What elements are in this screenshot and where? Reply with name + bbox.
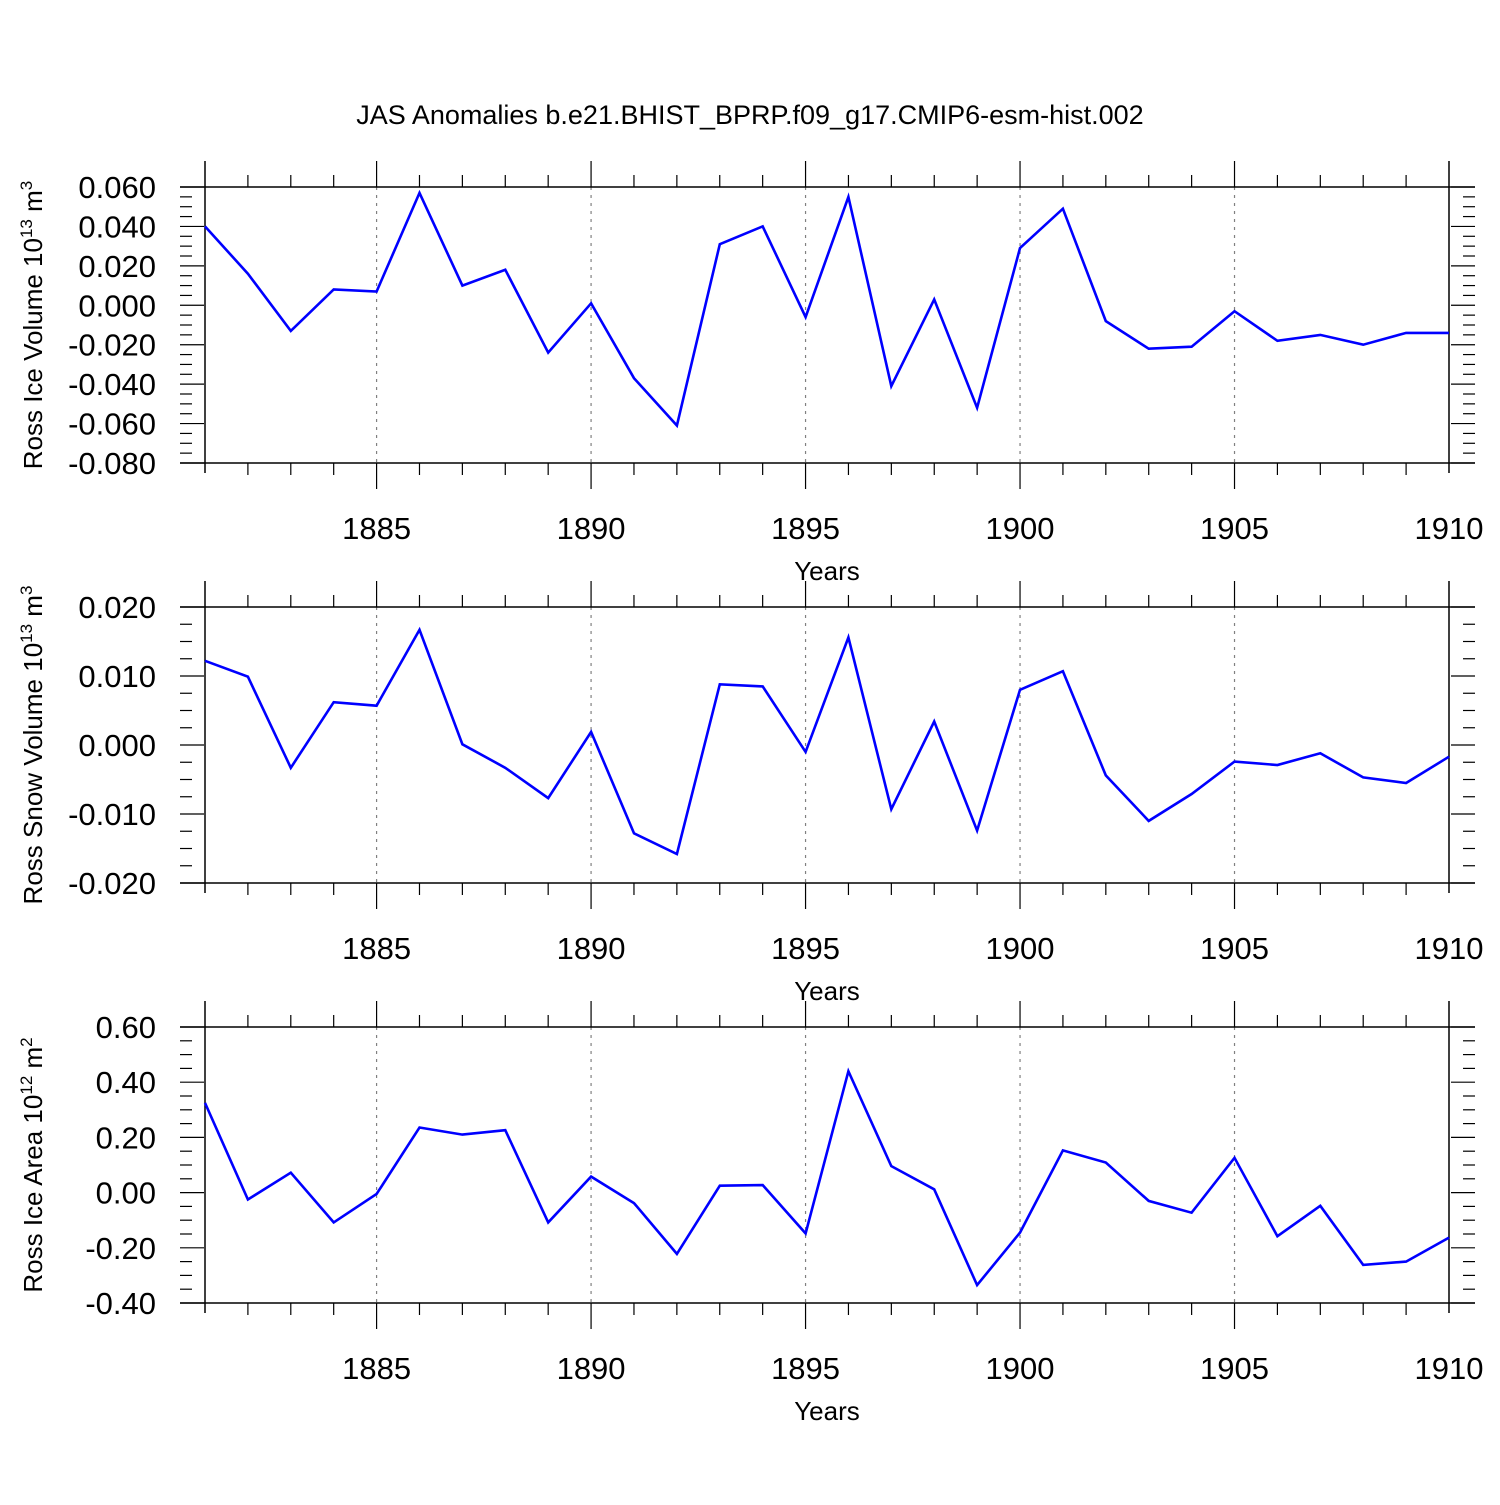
x-axis-title: Years — [794, 556, 860, 586]
y-tick-label: 0.000 — [78, 288, 156, 323]
series-line — [204, 189, 1449, 429]
y-tick-label: 0.60 — [96, 1010, 156, 1045]
y-tick-label: -0.020 — [68, 866, 156, 901]
y-tick-label: 0.020 — [78, 590, 156, 625]
panel-2: 1885 1890 1895 1900 1905 1910 0.020 0.010 0.000 -… — [17, 581, 1483, 1006]
y-tick-label: -0.020 — [68, 328, 156, 363]
y-tick-label: -0.010 — [68, 797, 156, 832]
x-tick-label: 1905 — [1200, 1351, 1269, 1386]
x-tick-label: 1885 — [342, 1351, 411, 1386]
x-tick-label: 1905 — [1200, 931, 1269, 966]
x-tick-label: 1900 — [986, 511, 1055, 546]
panel-1: 1885 1890 1895 1900 1905 1910 0.060 0.040 0.020 0… — [17, 161, 1483, 586]
x-tick-label: 1885 — [342, 931, 411, 966]
x-tick-label: 1895 — [771, 511, 840, 546]
series-line — [203, 1067, 1450, 1288]
x-tick-label: 1890 — [557, 511, 626, 546]
x-tick-label: 1900 — [986, 1351, 1055, 1386]
x-axis-title: Years — [794, 976, 860, 1006]
y-tick-label: 0.000 — [78, 728, 156, 763]
y-tick-label: 0.010 — [78, 659, 156, 694]
x-tick-label: 1900 — [986, 931, 1055, 966]
x-tick-label: 1910 — [1415, 511, 1484, 546]
x-tick-label: 1890 — [557, 931, 626, 966]
y-tick-label: 0.00 — [96, 1176, 156, 1211]
y-tick-label: -0.040 — [68, 367, 156, 402]
x-tick-label: 1890 — [557, 1351, 626, 1386]
y-axis-title: Ross Snow Volume 1013 m3 — [17, 586, 48, 905]
y-tick-label: -0.080 — [68, 446, 156, 481]
y-tick-label: 0.040 — [78, 209, 156, 244]
y-axis-title: Ross Ice Area 1012 m2 — [17, 1037, 48, 1292]
y-tick-label: -0.060 — [68, 407, 156, 442]
x-axis-title: Years — [794, 1396, 860, 1426]
y-tick-label: -0.20 — [85, 1231, 156, 1266]
chart-title: JAS Anomalies b.e21.BHIST_BPRP.f09_g17.C… — [356, 100, 1143, 130]
x-tick-label: 1905 — [1200, 511, 1269, 546]
y-axis-title: Ross Ice Volume 1013 m3 — [17, 181, 48, 470]
y-tick-label: 0.060 — [78, 170, 156, 205]
x-tick-label: 1895 — [771, 931, 840, 966]
y-tick-label: -0.40 — [85, 1286, 156, 1321]
x-tick-label: 1895 — [771, 1351, 840, 1386]
y-tick-label: 0.20 — [96, 1120, 156, 1155]
panel-3: 1885 1890 1895 1900 1905 1910 0.60 0.40 0.20 0.00… — [17, 1001, 1483, 1426]
y-tick-label: 0.40 — [96, 1065, 156, 1100]
x-tick-label: 1910 — [1415, 1351, 1484, 1386]
x-tick-label: 1910 — [1415, 931, 1484, 966]
series-line — [204, 626, 1450, 856]
x-tick-label: 1885 — [342, 511, 411, 546]
y-tick-label: 0.020 — [78, 249, 156, 284]
